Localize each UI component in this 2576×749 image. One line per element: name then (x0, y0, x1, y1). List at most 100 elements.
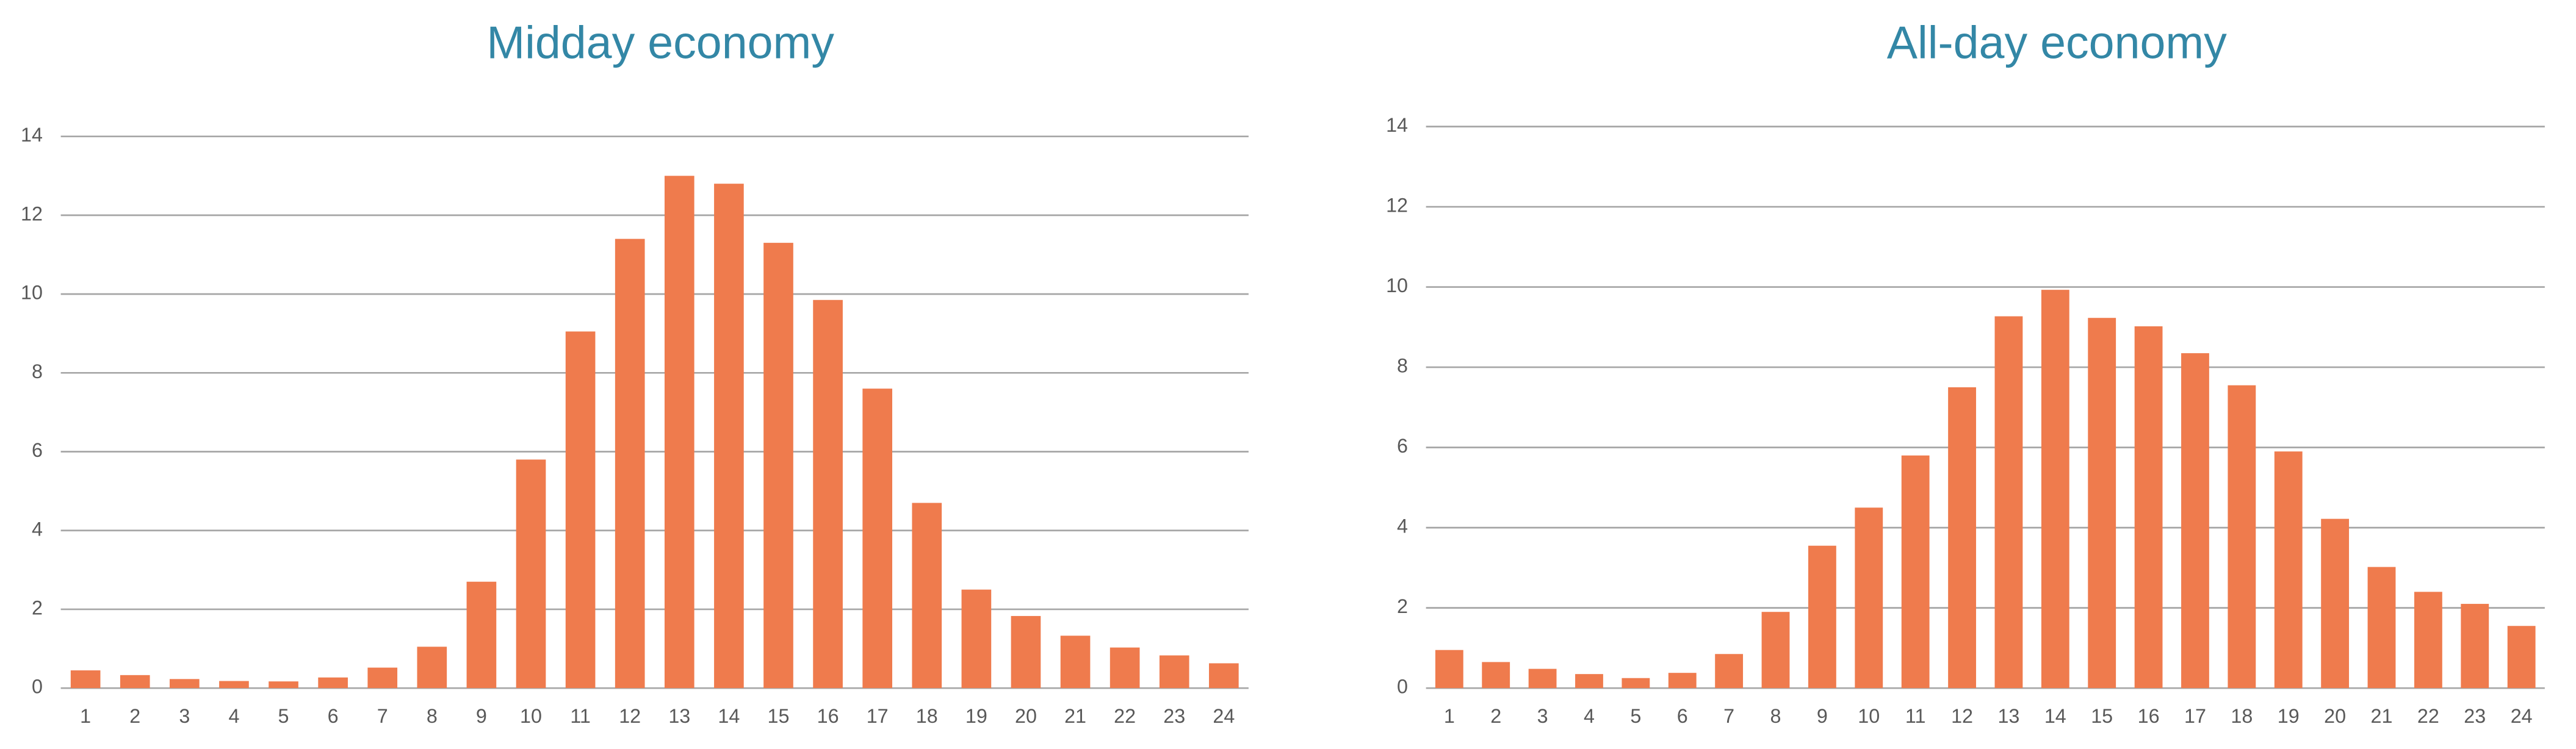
bar (2134, 326, 2163, 689)
bar (2321, 518, 2350, 689)
x-tick-label: 19 (965, 705, 987, 727)
x-tick-label: 22 (2417, 705, 2439, 727)
bar (2507, 626, 2536, 689)
x-tick-label: 17 (867, 705, 889, 727)
bar (1528, 668, 1557, 689)
y-tick-label: 12 (1386, 195, 1408, 217)
bar (367, 667, 398, 689)
bar (813, 299, 843, 689)
x-tick-label: 8 (427, 705, 438, 727)
y-tick-label: 6 (32, 439, 43, 461)
x-tick-label: 19 (2278, 705, 2300, 727)
bar (1435, 650, 1463, 689)
bar (1948, 387, 1976, 689)
bar (417, 647, 447, 689)
x-tick-label: 21 (2371, 705, 2393, 727)
bar (565, 331, 596, 689)
x-tick-label: 1 (80, 705, 91, 727)
bar (318, 677, 348, 689)
y-tick-label: 8 (32, 360, 43, 382)
bar (763, 243, 793, 689)
y-tick-label: 0 (32, 676, 43, 698)
y-tick-label: 0 (1397, 676, 1408, 698)
x-tick-label: 15 (768, 705, 790, 727)
x-tick-label: 24 (2511, 705, 2533, 727)
y-tick-label: 10 (1386, 274, 1408, 296)
x-tick-label: 16 (2138, 705, 2160, 727)
x-tick-label: 10 (1858, 705, 1880, 727)
bar (664, 176, 695, 689)
chart-title: All-day economy (1887, 17, 2227, 68)
x-tick-label: 6 (328, 705, 339, 727)
bar (1994, 316, 2023, 689)
x-tick-label: 2 (129, 705, 140, 727)
x-tick-label: 23 (2464, 705, 2486, 727)
x-tick-label: 9 (476, 705, 487, 727)
bar (2274, 451, 2303, 689)
y-tick-label: 6 (1397, 435, 1408, 457)
x-tick-label: 18 (916, 705, 938, 727)
x-tick-label: 8 (1770, 705, 1781, 727)
x-tick-label: 13 (668, 705, 690, 727)
x-tick-label: 5 (1630, 705, 1641, 727)
x-tick-label: 14 (2044, 705, 2066, 727)
bar (714, 184, 744, 689)
bar (1715, 654, 1744, 689)
bar (2088, 318, 2116, 689)
y-tick-label: 2 (32, 597, 43, 618)
bar (1622, 678, 1650, 689)
x-tick-label: 10 (520, 705, 542, 727)
bar (170, 679, 200, 689)
bar (1482, 662, 1510, 689)
x-tick-label: 13 (1997, 705, 2019, 727)
x-tick-label: 3 (1537, 705, 1548, 727)
x-tick-label: 17 (2184, 705, 2206, 727)
bar (2367, 567, 2396, 689)
y-tick-label: 14 (21, 124, 43, 146)
bar (1209, 663, 1239, 689)
x-tick-label: 11 (570, 705, 591, 727)
x-tick-label: 22 (1114, 705, 1136, 727)
x-tick-label: 16 (817, 705, 839, 727)
y-tick-label: 12 (21, 202, 43, 224)
bar (1011, 615, 1041, 689)
y-tick-label: 8 (1397, 355, 1408, 377)
x-tick-label: 18 (2231, 705, 2253, 727)
bar (120, 675, 150, 689)
y-tick-label: 2 (1397, 595, 1408, 617)
bar (615, 238, 645, 689)
x-tick-label: 4 (228, 705, 239, 727)
chart-title: Midday economy (486, 17, 834, 68)
bar (1109, 647, 1140, 689)
bar (1668, 673, 1697, 689)
bar (2461, 604, 2489, 689)
x-tick-label: 20 (1015, 705, 1037, 727)
x-tick-label: 1 (1444, 705, 1455, 727)
x-tick-label: 15 (2091, 705, 2113, 727)
y-tick-label: 14 (1386, 114, 1408, 136)
bar (269, 681, 298, 689)
x-tick-label: 6 (1677, 705, 1688, 727)
bar (1159, 655, 1189, 689)
bar (1575, 674, 1603, 689)
x-tick-label: 4 (1584, 705, 1595, 727)
bar (219, 681, 249, 689)
bar (516, 459, 546, 689)
x-tick-label: 21 (1064, 705, 1086, 727)
bar (1060, 636, 1091, 689)
x-tick-label: 9 (1817, 705, 1828, 727)
x-tick-label: 23 (1163, 705, 1185, 727)
bar (2228, 385, 2256, 689)
x-tick-label: 2 (1490, 705, 1501, 727)
x-tick-label: 14 (718, 705, 740, 727)
bar (70, 670, 101, 689)
x-tick-label: 12 (1951, 705, 1973, 727)
bar (912, 503, 942, 689)
x-tick-label: 12 (619, 705, 641, 727)
y-tick-label: 4 (32, 518, 43, 540)
bar (1855, 507, 1883, 689)
bar (2414, 592, 2442, 689)
bar (1901, 455, 1930, 689)
